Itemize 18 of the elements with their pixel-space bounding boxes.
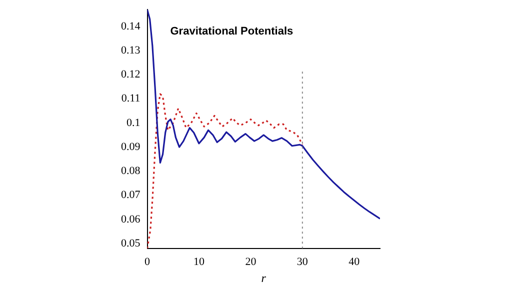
y-tick-label: 0.07	[121, 189, 141, 202]
y-tick-label: 0.05	[121, 237, 141, 250]
line-series	[147, 93, 304, 248]
y-tick-label: 0.08	[121, 165, 141, 178]
x-axis-title: r	[261, 270, 266, 285]
y-tick-label: 0.13	[121, 44, 141, 56]
x-tick-label: 10	[193, 256, 205, 268]
x-tick-label: 0	[144, 256, 150, 268]
y-tick-label: 0.12	[121, 68, 140, 81]
y-tick-label: 0.06	[121, 213, 141, 226]
text: Gravitational Potentials	[170, 26, 294, 38]
y-tick-label: 0.14	[121, 20, 141, 32]
x-tick-label: 40	[348, 256, 360, 268]
x-tick-label: 20	[245, 256, 257, 268]
x-tick-label: 30	[296, 256, 308, 268]
y-tick-label: 0.1	[126, 116, 140, 129]
y-tick-label: 0.09	[121, 140, 141, 153]
y-tick-label: 0.11	[121, 92, 140, 105]
